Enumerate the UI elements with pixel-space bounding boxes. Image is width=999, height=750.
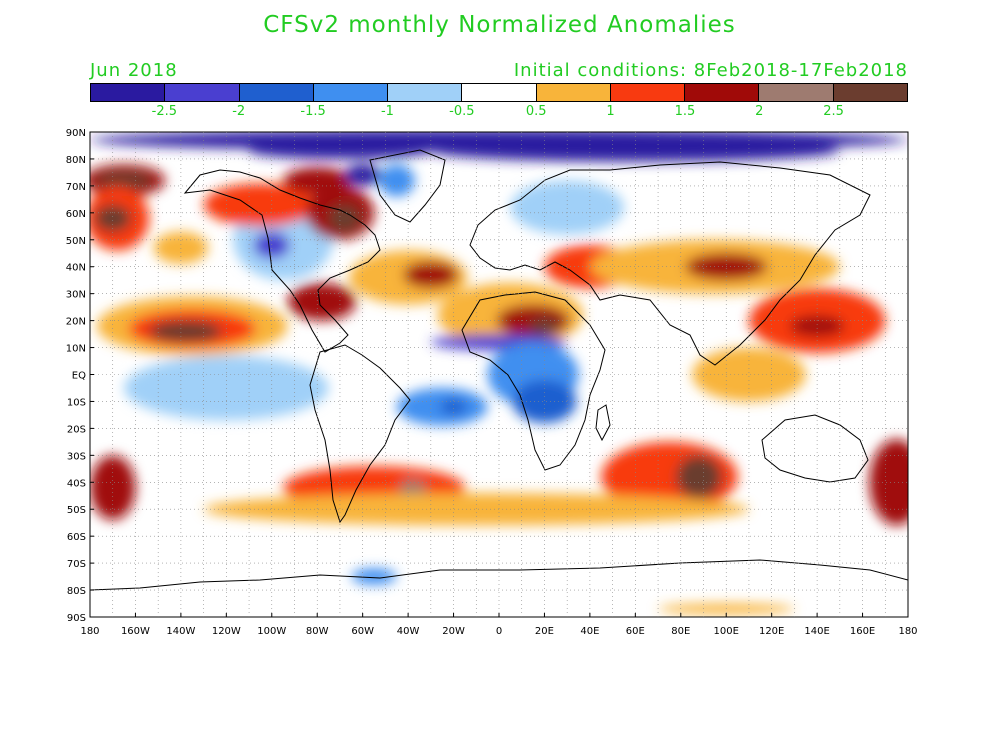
anomaly-patch (253, 231, 290, 259)
color-scale-swatch (610, 84, 686, 101)
anomaly-patch (692, 347, 806, 402)
longitude-label: 20W (442, 626, 465, 637)
longitude-label: 100W (257, 626, 286, 637)
longitude-label: 120W (212, 626, 241, 637)
color-scale-label: 2 (755, 104, 764, 119)
anomaly-patch (124, 355, 329, 421)
latitude-label: 70N (66, 182, 86, 193)
anomaly-patch (676, 455, 722, 499)
longitude-label: 100E (714, 626, 739, 637)
color-scale-label: -2 (232, 104, 246, 119)
longitude-label: 20E (535, 626, 554, 637)
anomaly-patch (789, 315, 845, 337)
color-scale-label: 2.5 (823, 104, 844, 119)
anomaly-patch (439, 398, 468, 415)
axis-ticks: 90N 80N 70N 60N 50N 40N 30N 20N 10N EQ 10S 20S 30S 40… (66, 128, 918, 637)
longitude-label: 40W (397, 626, 420, 637)
anomaly-patch (287, 282, 356, 321)
latitude-label: 10N (66, 344, 86, 355)
anomaly-patch (203, 493, 749, 526)
anomaly-patch (378, 164, 415, 197)
latitude-label: EQ (72, 371, 86, 382)
eurasia-outline (469, 161, 871, 366)
madagascar-outline (595, 404, 611, 442)
latitude-label: 60S (67, 532, 86, 543)
latitude-label: 40N (66, 263, 86, 274)
latitude-label: 80S (67, 586, 86, 597)
anomaly-patch (512, 379, 577, 424)
anomaly-patch (528, 317, 561, 335)
color-scale-label: 1.5 (674, 104, 696, 119)
longitude-label: 180 (80, 626, 99, 637)
latitude-label: 50S (67, 505, 86, 516)
longitude-label: 60W (351, 626, 374, 637)
color-scale (90, 83, 908, 102)
longitude-label: 80W (306, 626, 329, 637)
latitude-label: 90N (66, 128, 86, 139)
latitude-label: 60N (66, 209, 86, 220)
color-scale-swatch (313, 84, 389, 101)
anomaly-patch (96, 172, 152, 189)
latitude-label: 20N (66, 317, 86, 328)
color-scale-swatch (239, 84, 314, 101)
map-grid (90, 132, 908, 617)
color-scale-swatch (759, 84, 834, 101)
anomaly-patch (869, 439, 908, 526)
color-scale-label: -1 (380, 104, 394, 119)
africa-outline (461, 291, 606, 471)
color-scale-labels: -2.5 -2 -1.5 -1 -0.5 0.5 1 1.5 2 2.5 (90, 104, 908, 122)
longitude-label: 160W (121, 626, 150, 637)
color-scale-swatch (91, 84, 166, 101)
latitude-label: 90S (67, 613, 86, 624)
color-scale-label: 0.5 (525, 104, 547, 119)
antarctica-outline (90, 559, 908, 591)
anomaly-patch (149, 320, 222, 343)
anomaly-patch (344, 164, 381, 186)
anomaly-patch (249, 142, 431, 159)
anomaly-patch (510, 180, 624, 235)
color-scale-label: 1 (606, 104, 615, 119)
forecast-month: Jun 2018 (90, 60, 178, 81)
anomaly-patch (430, 140, 840, 162)
latitude-label: 30N (66, 290, 86, 301)
chart-title: CFSv2 monthly Normalized Anomalies (263, 12, 736, 38)
color-scale-swatch (388, 84, 463, 101)
latitude-label: 70S (67, 559, 86, 570)
latitude-label: 10S (67, 397, 86, 408)
color-scale-label: -0.5 (449, 104, 475, 119)
anomaly-patch (90, 455, 136, 520)
latitude-label: 40S (67, 478, 86, 489)
initial-conditions: Initial conditions: 8Feb2018-17Feb2018 (513, 60, 908, 81)
longitude-label: 140W (166, 626, 195, 637)
color-scale-label: -2.5 (151, 104, 178, 119)
color-scale-swatch (462, 84, 537, 101)
longitude-label: 180 (898, 626, 917, 637)
anomaly-patch (403, 261, 459, 289)
longitude-label: 120E (759, 626, 784, 637)
latitude-label: 20S (67, 424, 86, 435)
anomaly-patch (94, 204, 131, 232)
coastlines (90, 149, 908, 591)
longitude-label: 60E (626, 626, 645, 637)
longitude-label: 0 (496, 626, 502, 637)
anomaly-patch (328, 204, 361, 232)
color-scale-swatch (165, 84, 240, 101)
australia-outline (761, 414, 869, 483)
latitude-label: 80N (66, 155, 86, 166)
latitude-label: 30S (67, 451, 86, 462)
longitude-label: 160E (850, 626, 875, 637)
north-america-outline (183, 169, 381, 353)
color-scale-swatch (536, 84, 611, 101)
longitude-label: 140E (804, 626, 829, 637)
color-scale-label: -1.5 (300, 104, 326, 119)
longitude-label: 40E (580, 626, 599, 637)
latitude-label: 50N (66, 236, 86, 247)
color-scale-swatch (685, 84, 760, 101)
greenland-outline (369, 149, 446, 223)
south-america-outline (309, 344, 411, 524)
color-scale-swatch (833, 84, 907, 101)
longitude-label: 80E (671, 626, 690, 637)
